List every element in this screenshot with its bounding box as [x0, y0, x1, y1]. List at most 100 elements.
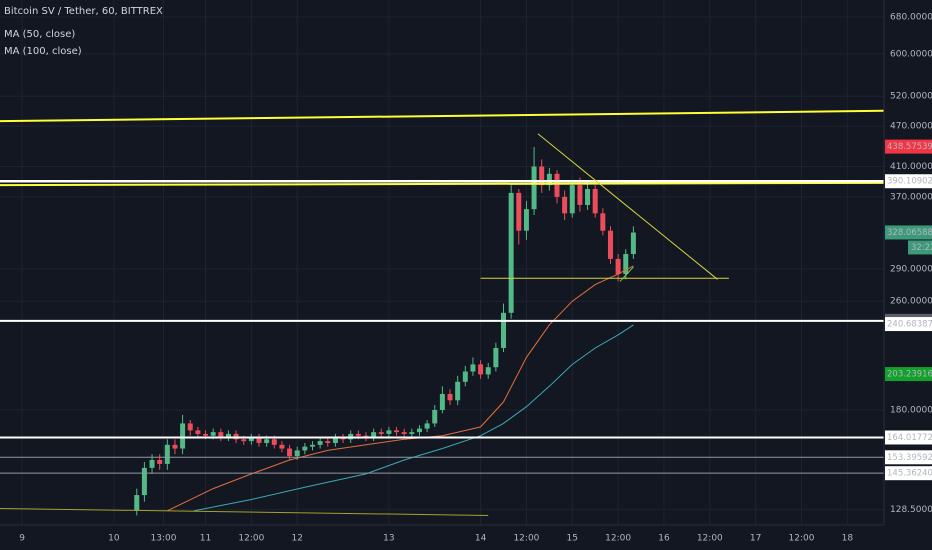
y-tick-label: 370.00000000	[890, 192, 932, 202]
candle-body	[271, 439, 277, 445]
x-tick-label: 11	[200, 534, 211, 544]
candle-body	[317, 441, 323, 445]
candle-body	[501, 312, 507, 348]
price-tag-label: 145.36240082	[887, 469, 932, 479]
moving-average-line	[194, 324, 634, 512]
y-tick-label: 260.00000000	[890, 297, 932, 307]
drawn-line	[619, 266, 634, 282]
x-tick-label: 12	[291, 534, 302, 544]
candle-body	[187, 423, 193, 431]
candle-body	[279, 444, 285, 449]
y-tick-label: 470.00000000	[890, 122, 932, 132]
candle-body	[455, 381, 461, 401]
candle-body	[264, 439, 270, 443]
y-tick-label: 410.00000000	[890, 162, 932, 172]
candle-body	[309, 444, 315, 447]
candle-body	[470, 364, 476, 372]
x-tick-label: 16	[658, 534, 670, 544]
moving-average-line	[167, 265, 634, 512]
candle-body	[592, 188, 598, 214]
x-tick-label: 12:00	[513, 534, 539, 544]
x-tick-label: 12:00	[605, 534, 631, 544]
candle-body	[508, 192, 514, 313]
y-tick-label: 520.00000000	[890, 92, 932, 102]
y-tick-label: 680.00000000	[890, 12, 932, 22]
price-tag	[885, 466, 932, 481]
x-tick-label: 12:00	[238, 534, 264, 544]
price-tag-label: 153.39592983	[887, 453, 932, 463]
y-tick-label: 290.00000000	[890, 264, 932, 274]
candle-body	[585, 188, 591, 205]
candle-body	[149, 459, 155, 468]
candle-body	[371, 432, 377, 438]
price-tag	[885, 225, 932, 240]
x-tick-label: 13:00	[151, 534, 177, 544]
candle-body	[523, 209, 529, 231]
candle-body	[157, 459, 163, 464]
candle-body	[241, 439, 247, 442]
candle-body	[195, 430, 201, 434]
candle-body	[562, 196, 568, 214]
price-tag-label: 240.68387172	[887, 320, 932, 330]
candle-body	[355, 433, 361, 436]
candle-body	[134, 495, 140, 511]
x-tick-label: 10	[108, 534, 120, 544]
candle-body	[516, 192, 522, 231]
candle-body	[493, 347, 499, 368]
candle-body	[248, 437, 254, 442]
candle-body	[203, 433, 209, 436]
candle-body	[141, 467, 147, 496]
candle-body	[424, 423, 430, 429]
x-tick-label: 15	[567, 534, 578, 544]
y-tick-label: 180.00000000	[890, 405, 932, 415]
x-tick-label: 17	[750, 534, 761, 544]
candle-body	[401, 432, 407, 434]
price-tag	[885, 430, 932, 445]
candle-body	[394, 430, 400, 433]
candle-body	[164, 444, 170, 464]
y-tick-label: 128.50000000	[890, 505, 932, 515]
candle-body	[256, 437, 262, 443]
price-tag-label: 328.06588045	[887, 228, 932, 238]
candle-body	[546, 173, 552, 186]
candle-body	[332, 437, 338, 443]
candle-body	[325, 441, 331, 443]
y-tick-label: 600.00000000	[890, 49, 932, 59]
price-tag-label: 438.57539457	[887, 142, 932, 152]
drawn-line	[0, 508, 489, 516]
candle-body	[531, 166, 537, 210]
x-tick-label: 9	[19, 534, 25, 544]
price-tag	[885, 317, 932, 332]
price-tag-label: 390.10902043	[887, 177, 932, 187]
candle-body	[218, 432, 224, 438]
candle-body	[416, 428, 422, 433]
candle-body	[478, 364, 484, 375]
candle-body	[485, 367, 491, 375]
candle-body	[577, 185, 583, 205]
axis: 680.00000000 600.00000000 520.00000000 470.…	[19, 12, 932, 544]
countdown-tag	[908, 240, 932, 255]
drawn-line	[537, 133, 718, 280]
candle-body	[432, 409, 438, 424]
candle-body	[302, 446, 308, 451]
x-tick-label: 13	[383, 534, 394, 544]
candle-body	[539, 166, 545, 186]
legend-entry: MA (50, close)	[4, 29, 75, 40]
chart-title: Bitcoin SV / Tether, 60, BITTREX	[4, 6, 163, 17]
candle-body	[225, 433, 231, 438]
price-tag	[885, 139, 932, 154]
candle-body	[439, 393, 445, 410]
candle-body	[623, 254, 629, 275]
x-tick-label: 12:00	[789, 534, 815, 544]
plot	[0, 109, 885, 516]
candle-body	[294, 450, 300, 457]
candle-body	[630, 232, 636, 255]
drawn-line	[0, 181, 885, 187]
price-tag-label: 203.23916909	[887, 370, 932, 380]
candle-body	[607, 230, 613, 259]
candle-body	[210, 432, 216, 436]
candle-body	[409, 432, 415, 434]
candle-body	[180, 423, 186, 449]
